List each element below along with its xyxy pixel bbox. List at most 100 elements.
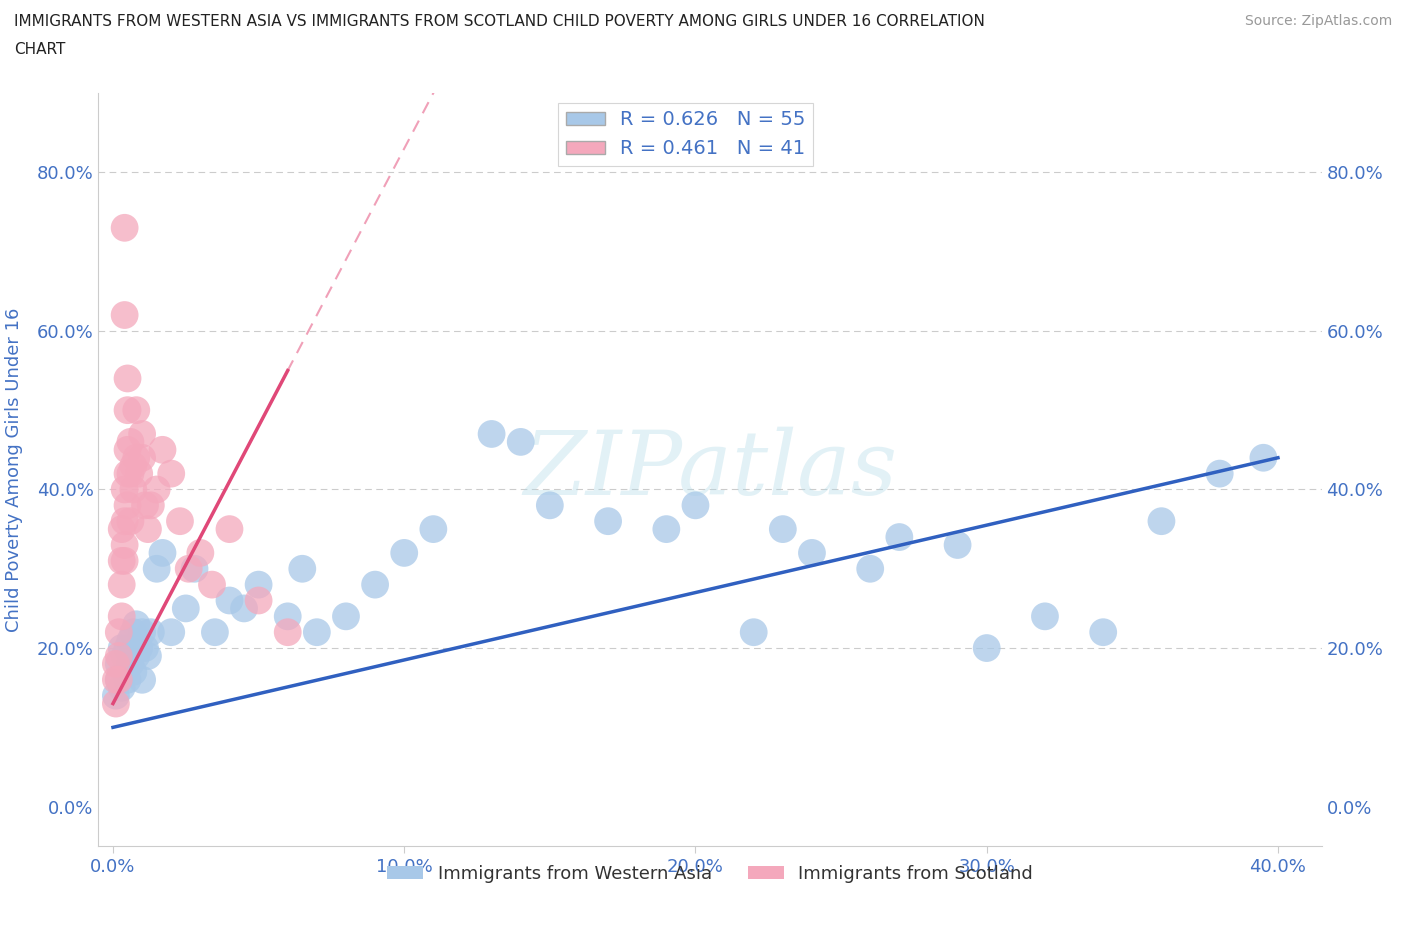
Y-axis label: Child Poverty Among Girls Under 16: Child Poverty Among Girls Under 16: [4, 308, 22, 631]
Point: [104, 672, 127, 687]
Point: [1150, 513, 1173, 528]
Point: [117, 498, 139, 512]
Point: [218, 522, 240, 537]
Point: [152, 443, 174, 458]
Point: [114, 553, 136, 568]
Point: [104, 657, 127, 671]
Point: [108, 672, 131, 687]
Point: [111, 553, 134, 568]
Point: [201, 578, 224, 592]
Point: [1253, 450, 1275, 465]
Point: [104, 688, 127, 703]
Point: [364, 578, 387, 592]
Point: [772, 522, 794, 537]
Point: [169, 513, 191, 528]
Point: [183, 562, 205, 577]
Point: [111, 680, 134, 695]
Point: [946, 538, 969, 552]
Point: [247, 593, 270, 608]
Point: [122, 458, 145, 473]
Point: [114, 538, 136, 552]
Point: [125, 450, 148, 465]
Point: [131, 672, 153, 687]
Point: [277, 625, 299, 640]
Point: [114, 664, 136, 679]
Point: [117, 641, 139, 656]
Point: [305, 625, 328, 640]
Point: [111, 522, 134, 537]
Point: [160, 466, 183, 481]
Point: [1033, 609, 1056, 624]
Point: [291, 562, 314, 577]
Point: [114, 513, 136, 528]
Point: [125, 403, 148, 418]
Point: [136, 522, 159, 537]
Point: [277, 609, 299, 624]
Point: [120, 657, 142, 671]
Point: [111, 641, 134, 656]
Point: [139, 625, 162, 640]
Point: [742, 625, 765, 640]
Point: [152, 546, 174, 561]
Point: [111, 578, 134, 592]
Point: [117, 466, 139, 481]
Point: [136, 648, 159, 663]
Point: [131, 427, 153, 442]
Point: [134, 641, 156, 656]
Point: [108, 657, 131, 671]
Point: [120, 434, 142, 449]
Point: [120, 466, 142, 481]
Point: [1092, 625, 1115, 640]
Point: [128, 641, 150, 656]
Point: [160, 625, 183, 640]
Point: [117, 403, 139, 418]
Point: [122, 664, 145, 679]
Point: [145, 562, 167, 577]
Point: [120, 513, 142, 528]
Point: [134, 498, 156, 512]
Text: ZIPatlas: ZIPatlas: [523, 426, 897, 513]
Point: [114, 482, 136, 497]
Point: [125, 617, 148, 631]
Point: [422, 522, 444, 537]
Point: [598, 513, 620, 528]
Point: [131, 450, 153, 465]
Point: [114, 308, 136, 323]
Text: Source: ZipAtlas.com: Source: ZipAtlas.com: [1244, 14, 1392, 28]
Point: [976, 641, 998, 656]
Point: [247, 578, 270, 592]
Point: [117, 672, 139, 687]
Text: IMMIGRANTS FROM WESTERN ASIA VS IMMIGRANTS FROM SCOTLAND CHILD POVERTY AMONG GIR: IMMIGRANTS FROM WESTERN ASIA VS IMMIGRAN…: [14, 14, 986, 29]
Point: [174, 601, 197, 616]
Point: [204, 625, 226, 640]
Point: [131, 625, 153, 640]
Point: [122, 482, 145, 497]
Point: [188, 546, 212, 561]
Point: [1208, 466, 1232, 481]
Point: [655, 522, 678, 537]
Point: [114, 648, 136, 663]
Point: [128, 466, 150, 481]
Point: [122, 625, 145, 640]
Text: CHART: CHART: [14, 42, 66, 57]
Point: [889, 529, 911, 544]
Point: [139, 498, 162, 512]
Point: [108, 648, 131, 663]
Point: [108, 672, 131, 687]
Point: [394, 546, 416, 561]
Point: [801, 546, 824, 561]
Point: [117, 443, 139, 458]
Point: [538, 498, 561, 512]
Point: [177, 562, 200, 577]
Point: [108, 625, 131, 640]
Point: [125, 648, 148, 663]
Point: [218, 593, 240, 608]
Point: [104, 697, 127, 711]
Point: [233, 601, 256, 616]
Point: [114, 220, 136, 235]
Point: [111, 609, 134, 624]
Point: [509, 434, 531, 449]
Point: [145, 482, 167, 497]
Point: [120, 632, 142, 647]
Legend: Immigrants from Western Asia, Immigrants from Scotland: Immigrants from Western Asia, Immigrants…: [380, 857, 1040, 890]
